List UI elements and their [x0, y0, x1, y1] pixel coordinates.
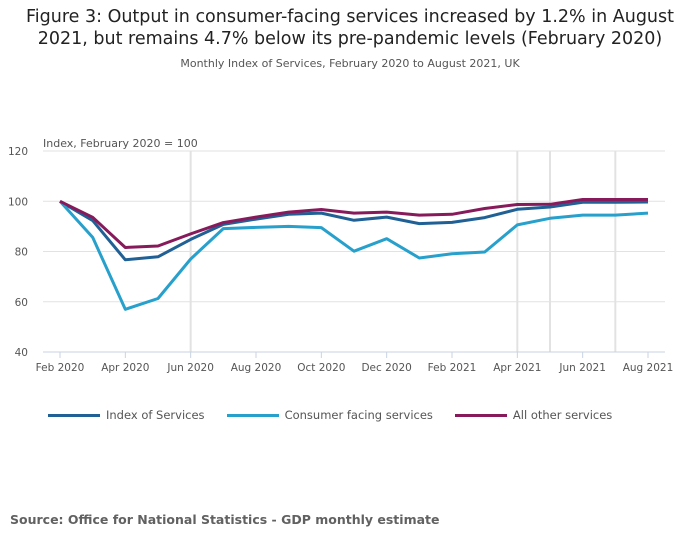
x-tick-label: Jun 2020	[166, 362, 213, 374]
x-tick-label: Apr 2021	[493, 362, 541, 374]
series-line-all-other-services	[59, 198, 648, 249]
x-tick-label: Dec 2020	[361, 362, 411, 374]
legend-swatch-all-other-services	[454, 413, 507, 417]
source-note: Source: Office for National Statistics -…	[10, 512, 440, 527]
chart-title-line-2: 2021, but remains 4.7% below its pre-pan…	[37, 29, 663, 49]
x-tick-label: Feb 2021	[428, 362, 477, 374]
series-lines	[58, 198, 649, 311]
x-tick-label: Aug 2020	[231, 362, 282, 374]
series-line-index-of-services	[59, 200, 649, 262]
y-axis-label: Index, February 2020 = 100	[43, 137, 198, 150]
line-chart: 40 60 80 100 120 Feb 2020 Apr 2020 Jun 2020 Aug …	[8, 137, 673, 374]
y-tick-label: 100	[8, 196, 28, 208]
x-tick-label: Jun 2021	[558, 362, 605, 374]
x-tick-label: Oct 2020	[297, 362, 345, 374]
chart-title: Figure 3: Output in consumer-facing serv…	[0, 6, 700, 50]
gridlines	[43, 150, 665, 303]
x-tick-label: Aug 2021	[623, 362, 674, 374]
y-tick-label: 40	[15, 347, 28, 359]
chart-subtitle: Monthly Index of Services, February 2020…	[180, 57, 520, 70]
chart-title-line-1: Figure 3: Output in consumer-facing serv…	[25, 7, 675, 27]
y-tick-label: 80	[15, 247, 28, 259]
legend-item-consumer-facing-services[interactable]: Consumer facing services	[226, 408, 433, 422]
x-tick-label: Apr 2020	[101, 362, 149, 374]
legend-item-index-of-services[interactable]: Index of Services	[48, 408, 205, 422]
x-tick-label: Feb 2020	[36, 362, 85, 374]
axes: 40 60 80 100 120 Feb 2020 Apr 2020 Jun 2020 Aug …	[8, 146, 673, 374]
vertical-markers	[189, 151, 617, 352]
series-line-consumer-facing-services	[58, 200, 649, 311]
y-tick-label: 120	[8, 146, 28, 158]
y-tick-label: 60	[15, 297, 28, 309]
legend-swatch-index-of-services	[48, 413, 100, 417]
legend-swatch-consumer-facing-services	[226, 413, 279, 417]
legend: Index of Services Consumer facing servic…	[48, 408, 634, 422]
legend-label: Index of Services	[106, 408, 205, 422]
legend-item-all-other-services[interactable]: All other services	[454, 408, 613, 422]
legend-label: All other services	[512, 408, 613, 422]
legend-label: Consumer facing services	[284, 408, 433, 422]
